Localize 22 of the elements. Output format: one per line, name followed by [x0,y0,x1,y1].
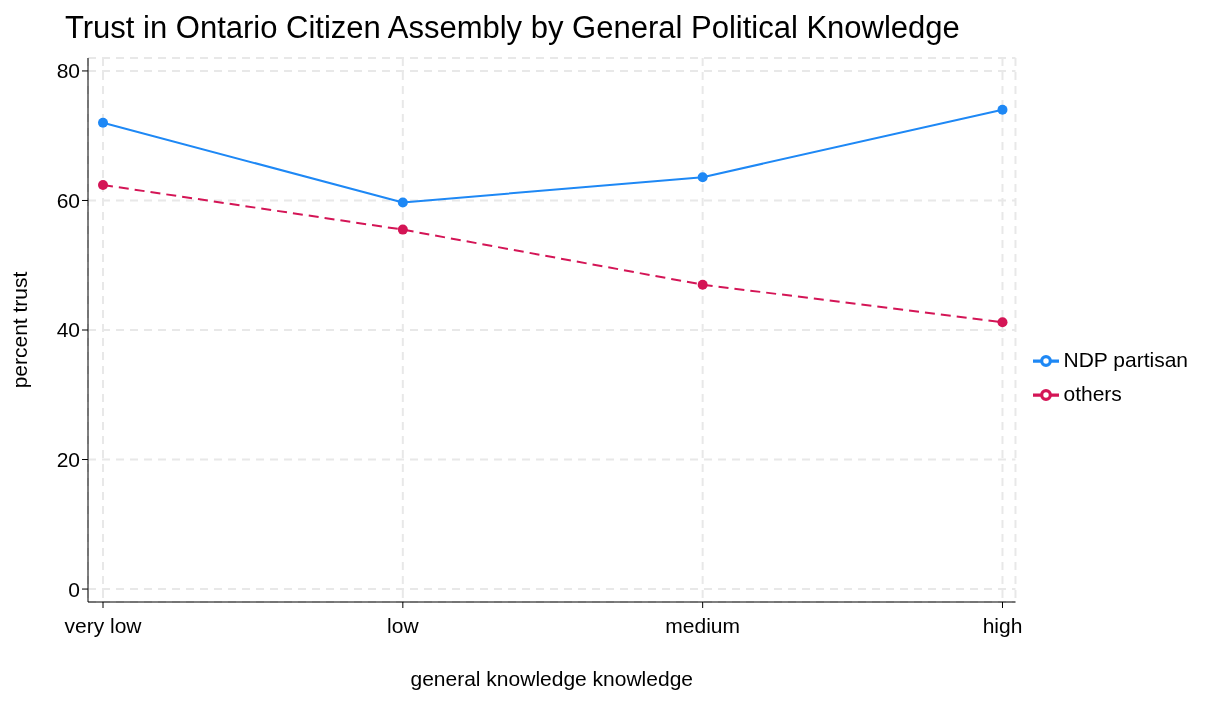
point [997,104,1008,115]
point [397,197,408,208]
x-tick-label: low [387,613,420,637]
y-tick-label: 60 [56,188,80,212]
legend-label: others [1063,382,1122,405]
y-axis-title: percent trust [8,271,32,389]
y-tick-label: 80 [56,59,80,83]
x-tick-label: medium [665,613,741,637]
point [397,224,408,235]
y-tick-label: 20 [56,447,80,471]
y-tick-label: 0 [68,577,80,601]
x-axis-title: general knowledge knowledge [410,667,694,690]
x-tick-label: very low [64,613,143,637]
point [697,279,708,290]
point [697,172,708,183]
x-tick-label: high [982,613,1023,637]
chart-title: Trust in Ontario Citizen Assembly by General Political Knowledge [64,9,961,47]
legend-label: NDP partisan [1063,348,1188,371]
point [98,179,108,190]
y-tick-label: 40 [56,318,80,342]
point [98,117,108,128]
point [997,317,1008,328]
